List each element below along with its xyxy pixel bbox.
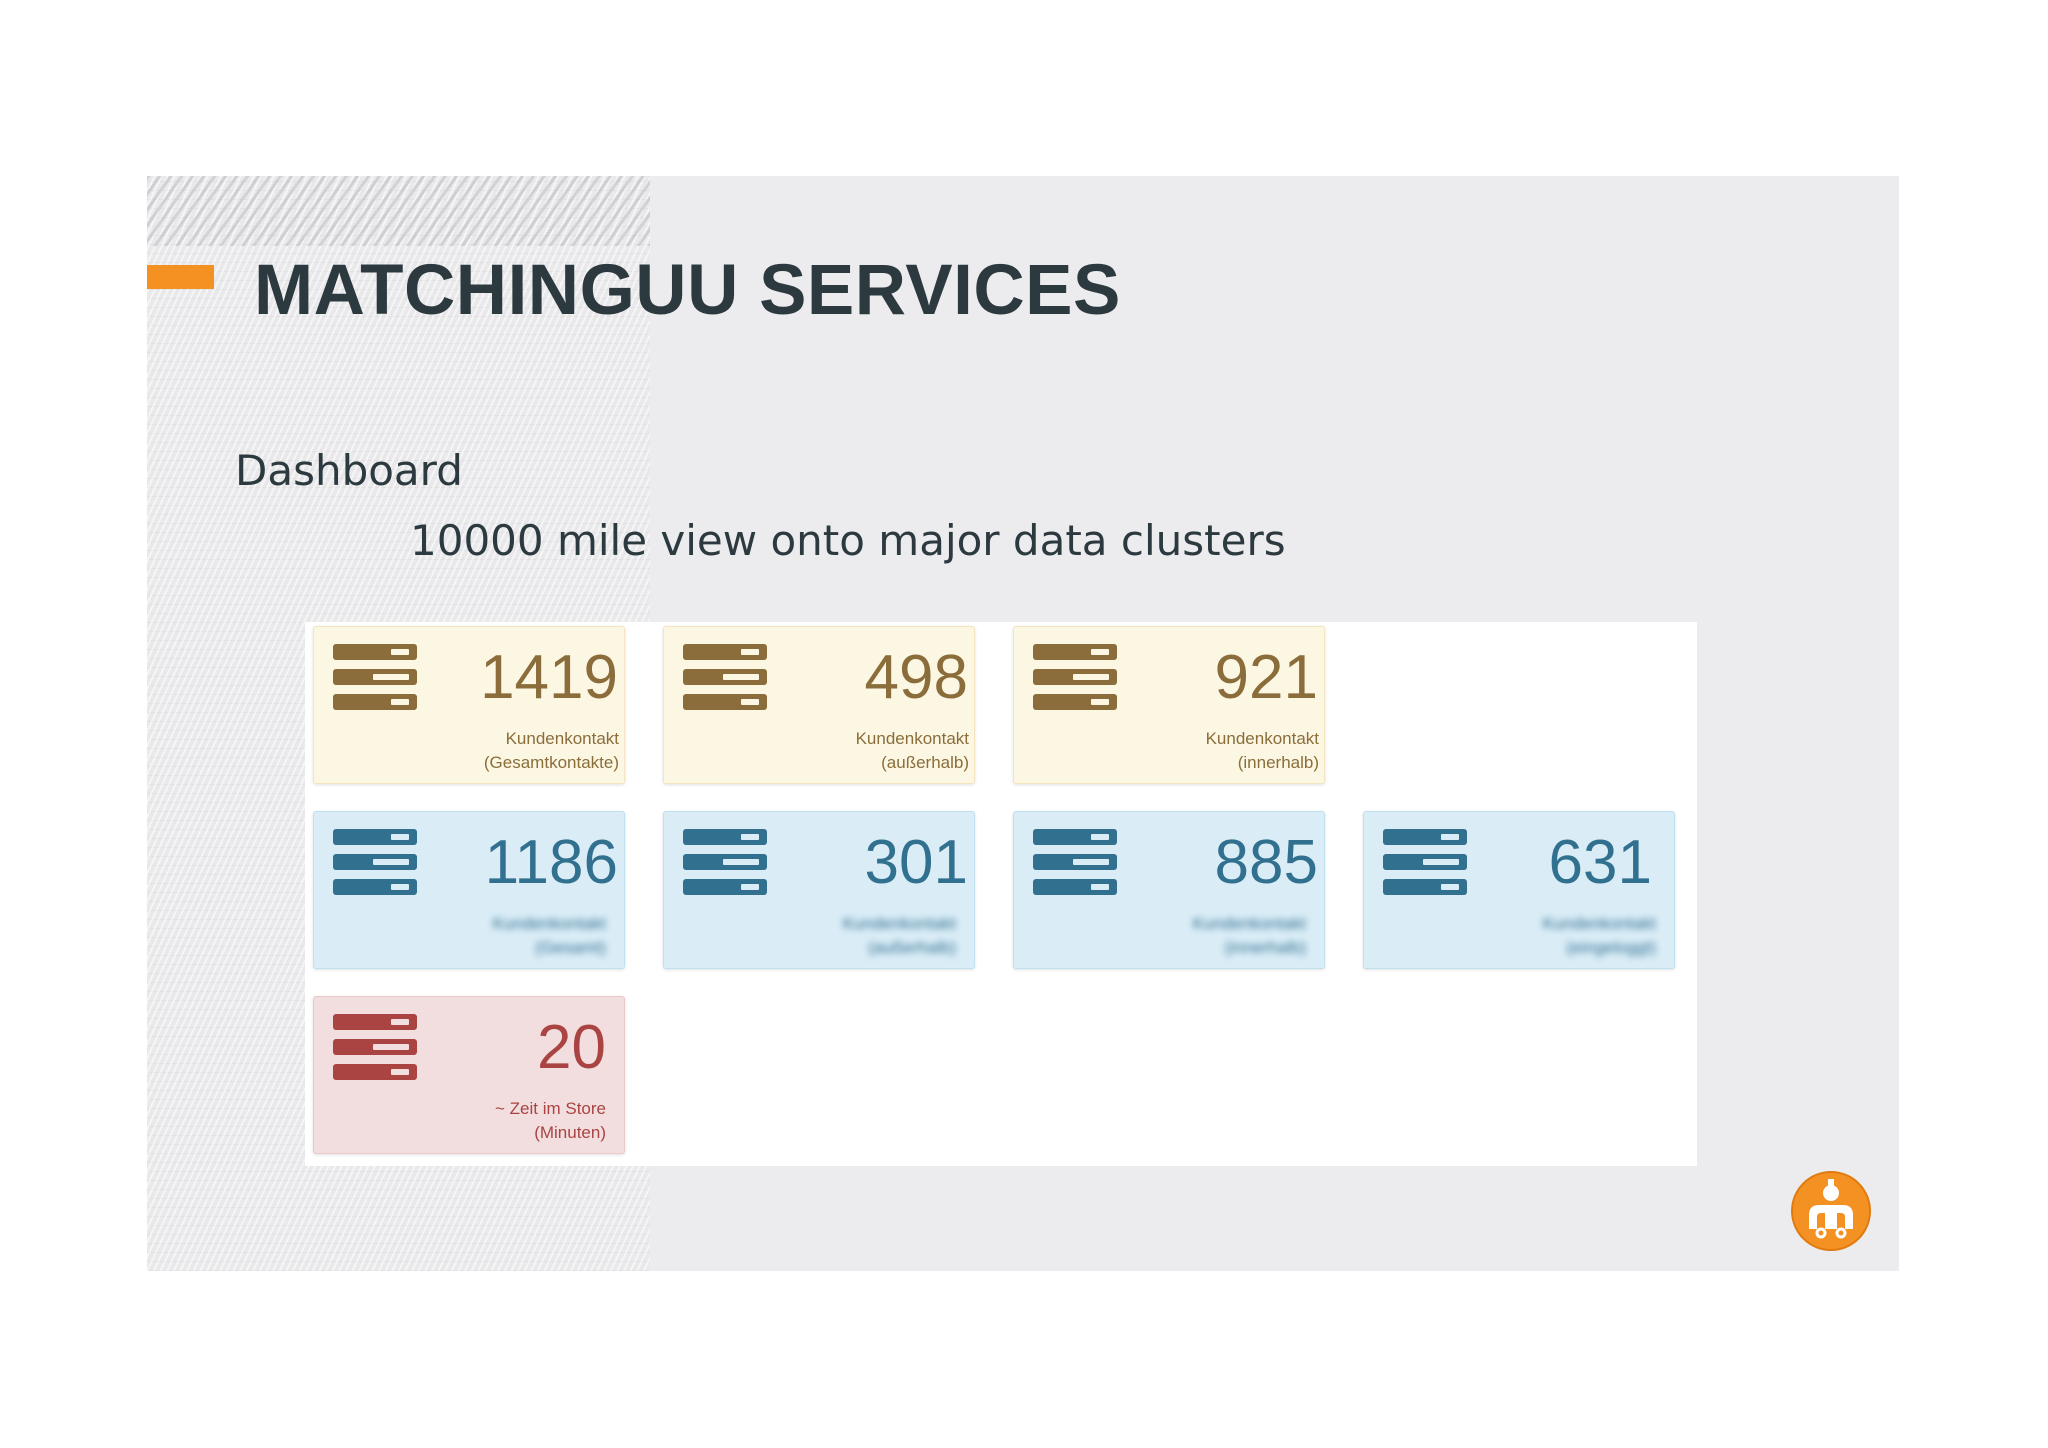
server-stack-icon (333, 829, 417, 895)
stat-label: Kundenkontakt (Gesamt) (493, 912, 606, 960)
stat-label: Kundenkontakt (innerhalb) (1193, 912, 1306, 960)
section-caption: 10000 mile view onto major data clusters (410, 516, 1286, 565)
stat-label-line: Kundenkontakt (1205, 729, 1319, 748)
stat-label-line: (Gesamt) (535, 938, 606, 957)
stat-card[interactable]: 498 Kundenkontakt (außerhalb) (663, 626, 975, 784)
stat-label: Kundenkontakt (Gesamtkontakte) (484, 727, 619, 775)
stat-label-line: Kundenkontakt (842, 914, 956, 933)
stat-label-line: Kundenkontakt (505, 729, 619, 748)
server-stack-icon (683, 644, 767, 710)
title-accent-bar (147, 265, 214, 289)
stat-label-line: (außerhalb) (881, 753, 969, 772)
stat-label-line: (innerhalb) (1224, 938, 1306, 957)
matchinguu-logo-icon (1791, 1171, 1871, 1251)
slide: MATCHINGUU SERVICES Dashboard 10000 mile… (147, 176, 1899, 1271)
server-stack-icon (1033, 829, 1117, 895)
stat-value: 1419 (480, 643, 618, 712)
stat-label-line: (Minuten) (534, 1123, 606, 1142)
stat-label-line: Kundenkontakt (1192, 914, 1306, 933)
stat-card[interactable]: 885 Kundenkontakt (innerhalb) (1013, 811, 1325, 969)
slide-texture-top (147, 176, 650, 246)
stat-card[interactable]: 1186 Kundenkontakt (Gesamt) (313, 811, 625, 969)
stat-label: Kundenkontakt (innerhalb) (1206, 727, 1319, 775)
stat-label: Kundenkontakt (außerhalb) (856, 727, 969, 775)
stat-value: 20 (537, 1013, 606, 1082)
stat-label-line: ~ Zeit im Store (494, 1099, 606, 1118)
stat-card[interactable]: 631 Kundenkontakt (eingeloggt) (1363, 811, 1675, 969)
stat-label-line: Kundenkontakt (1542, 914, 1656, 933)
server-stack-icon (1033, 644, 1117, 710)
stat-label: Kundenkontakt (eingeloggt) (1543, 912, 1656, 960)
stat-label-line: (eingeloggt) (1566, 938, 1656, 957)
stat-label: Kundenkontakt (außerhalb) (843, 912, 956, 960)
server-stack-icon (1383, 829, 1467, 895)
stat-value: 885 (1214, 828, 1318, 897)
stat-card[interactable]: 301 Kundenkontakt (außerhalb) (663, 811, 975, 969)
stat-value: 631 (1548, 828, 1652, 897)
stat-label-line: Kundenkontakt (855, 729, 969, 748)
stat-value: 1186 (484, 828, 618, 897)
stat-label: ~ Zeit im Store (Minuten) (495, 1097, 606, 1145)
stat-card[interactable]: 1419 Kundenkontakt (Gesamtkontakte) (313, 626, 625, 784)
stat-label-line: (Gesamtkontakte) (483, 753, 619, 772)
stat-label-line: Kundenkontakt (492, 914, 606, 933)
stat-card[interactable]: 921 Kundenkontakt (innerhalb) (1013, 626, 1325, 784)
stat-card[interactable]: 20 ~ Zeit im Store (Minuten) (313, 996, 625, 1154)
server-stack-icon (333, 644, 417, 710)
page-title: MATCHINGUU SERVICES (254, 251, 1121, 330)
server-stack-icon (683, 829, 767, 895)
stat-value: 301 (864, 828, 968, 897)
stat-label-line: (innerhalb) (1237, 753, 1319, 772)
server-stack-icon (333, 1014, 417, 1080)
dashboard-panel: 1419 Kundenkontakt (Gesamtkontakte) 498 … (305, 622, 1697, 1166)
stat-value: 498 (864, 643, 968, 712)
stat-label-line: (außerhalb) (868, 938, 956, 957)
stat-value: 921 (1214, 643, 1318, 712)
section-subtitle: Dashboard (235, 446, 463, 495)
